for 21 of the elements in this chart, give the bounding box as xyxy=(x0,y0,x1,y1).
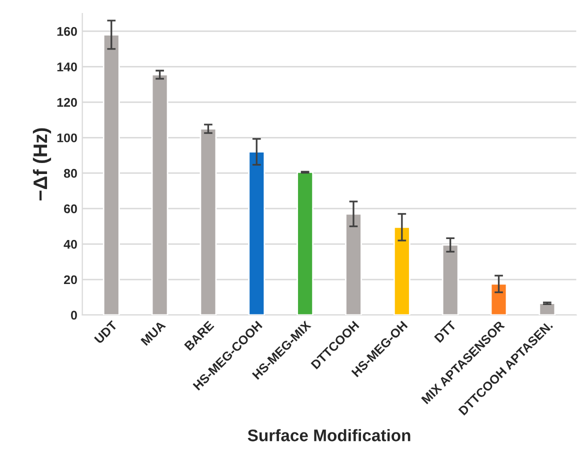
bar xyxy=(151,74,168,315)
bar xyxy=(442,244,459,315)
y-tick-label: 40 xyxy=(64,240,77,249)
y-tick-label: 0 xyxy=(71,310,77,320)
bar xyxy=(200,128,217,315)
bar xyxy=(490,283,508,315)
y-axis-title: −Δf (Hz) xyxy=(32,128,52,200)
x-axis-title: Surface Modification xyxy=(248,429,410,442)
bar xyxy=(102,34,120,315)
bar xyxy=(393,226,410,315)
bar xyxy=(248,151,266,315)
y-tick-label: 60 xyxy=(64,204,77,214)
bar xyxy=(296,172,314,315)
y-tick-label: 160 xyxy=(57,27,77,36)
y-tick-label: 20 xyxy=(64,275,77,284)
bar xyxy=(538,302,556,315)
y-tick-label: 80 xyxy=(64,168,77,178)
y-tick-label: 140 xyxy=(57,62,77,72)
bar xyxy=(345,213,362,315)
y-tick-label: 120 xyxy=(57,98,77,107)
y-tick-label: 100 xyxy=(57,133,77,142)
